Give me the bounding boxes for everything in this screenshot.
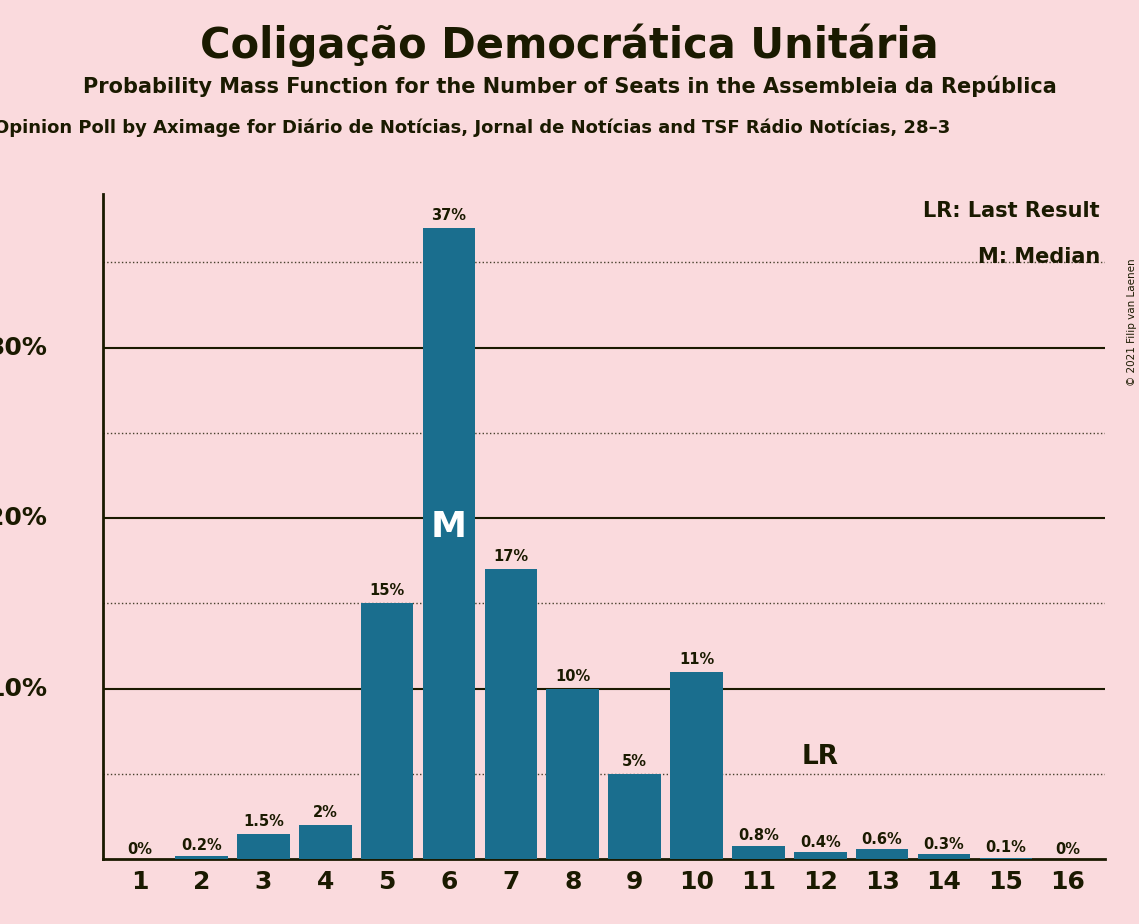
Bar [361, 603, 413, 859]
Bar [237, 833, 289, 859]
Text: 37%: 37% [432, 208, 467, 223]
Bar [298, 825, 352, 859]
Text: 30%: 30% [0, 335, 47, 359]
Text: 0%: 0% [128, 842, 153, 857]
Text: 11%: 11% [679, 651, 714, 666]
Bar [918, 854, 970, 859]
Text: M: M [431, 510, 467, 543]
Text: Coligação Democrática Unitária: Coligação Democrática Unitária [200, 23, 939, 67]
Bar [794, 853, 846, 859]
Text: 15%: 15% [369, 583, 404, 599]
Text: 0.6%: 0.6% [862, 832, 902, 846]
Text: 1.5%: 1.5% [243, 814, 284, 829]
Text: 10%: 10% [0, 676, 47, 700]
Text: 0.2%: 0.2% [181, 838, 222, 854]
Text: 20%: 20% [0, 506, 47, 530]
Bar [732, 845, 785, 859]
Bar [484, 569, 538, 859]
Bar [855, 849, 909, 859]
Text: 0.3%: 0.3% [924, 836, 965, 852]
Bar [547, 688, 599, 859]
Text: 17%: 17% [493, 549, 528, 565]
Text: 0.8%: 0.8% [738, 828, 779, 843]
Text: 5%: 5% [622, 754, 647, 769]
Bar [175, 856, 228, 859]
Text: 0.1%: 0.1% [985, 840, 1026, 855]
Bar [423, 228, 475, 859]
Bar [608, 774, 661, 859]
Text: © 2021 Filip van Laenen: © 2021 Filip van Laenen [1126, 259, 1137, 386]
Text: 0%: 0% [1055, 842, 1080, 857]
Text: LR: Last Result: LR: Last Result [924, 201, 1100, 221]
Text: 10%: 10% [555, 669, 590, 684]
Bar [670, 672, 723, 859]
Bar [980, 857, 1032, 859]
Text: Opinion Poll by Aximage for Diário de Notícias, Jornal de Notícias and TSF Rádio: Opinion Poll by Aximage for Diário de No… [0, 118, 951, 137]
Text: 2%: 2% [313, 805, 337, 821]
Text: M: Median: M: Median [977, 248, 1100, 267]
Text: Probability Mass Function for the Number of Seats in the Assembleia da República: Probability Mass Function for the Number… [83, 76, 1056, 97]
Text: 0.4%: 0.4% [800, 835, 841, 850]
Text: LR: LR [802, 744, 838, 770]
